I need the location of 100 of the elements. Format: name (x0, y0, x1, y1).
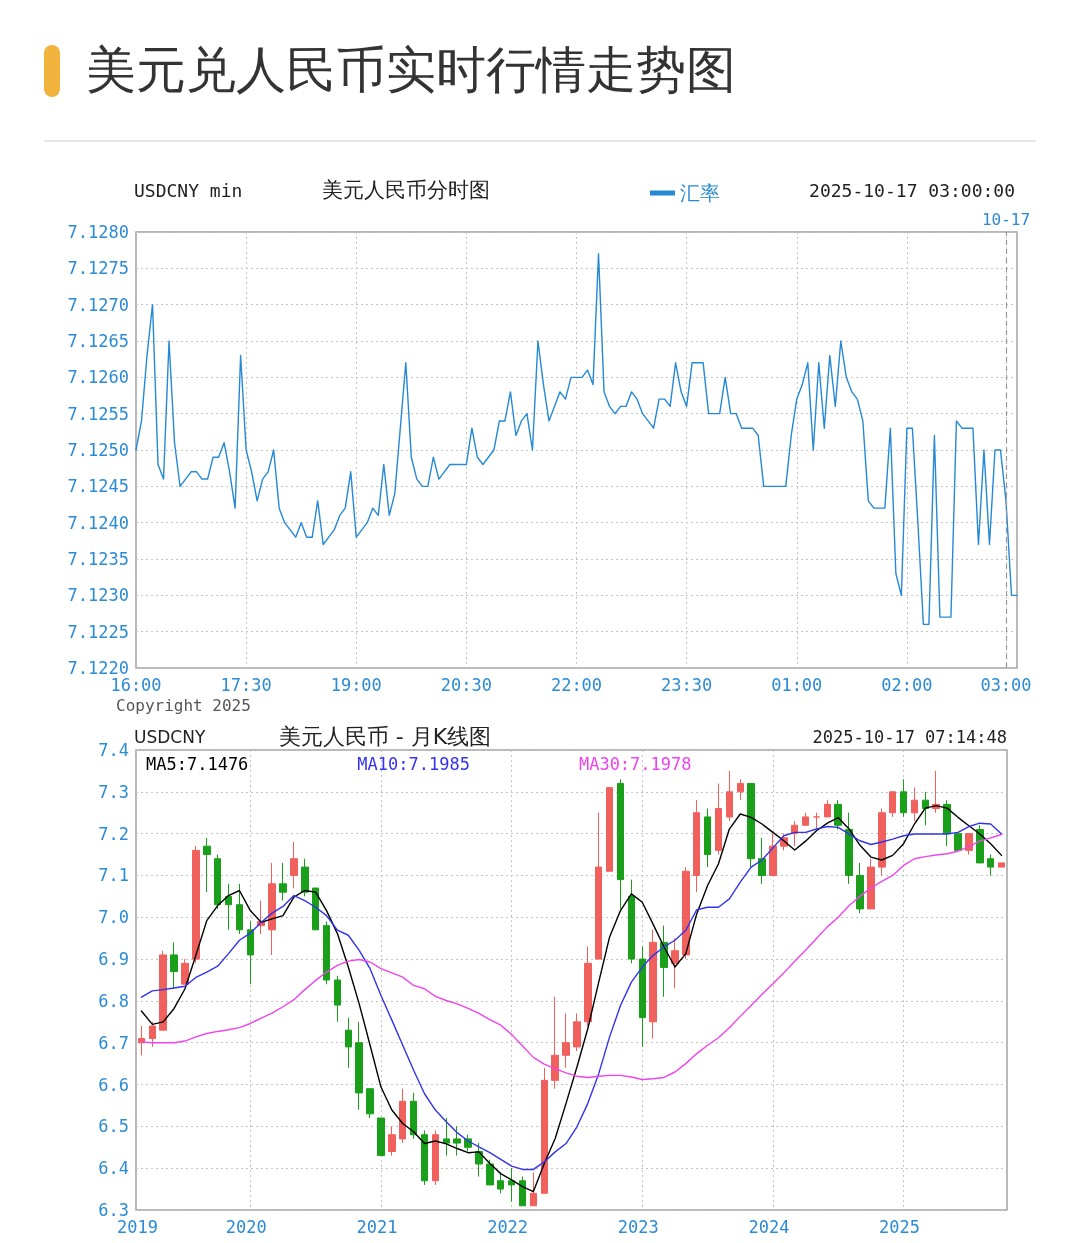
candlestick (453, 1125, 461, 1157)
y-tick-label: 6.4 (98, 1158, 129, 1179)
x-tick-label: 01:00 (771, 674, 823, 695)
y-tick-label: 7.1 (98, 865, 129, 886)
x-tick-label: 23:30 (661, 674, 713, 695)
candlestick (541, 1067, 548, 1194)
candlestick (911, 787, 918, 822)
candlestick (530, 1171, 537, 1207)
candlestick (889, 791, 896, 818)
y-tick-label: 6.9 (98, 949, 129, 970)
candlestick (551, 996, 559, 1090)
legend-label: 汇率 (680, 181, 720, 205)
candlestick (704, 808, 711, 868)
candlestick (149, 1021, 156, 1048)
candlestick (900, 778, 907, 818)
candlestick (802, 812, 809, 826)
y-tick-label: 7.1255 (67, 403, 129, 424)
candlestick (323, 920, 330, 985)
text: MA10:7.1985 (357, 753, 470, 774)
candlestick (693, 799, 700, 893)
candlestick (856, 862, 864, 914)
y-tick-label: 7.1245 (67, 476, 129, 497)
candlestick (606, 787, 613, 872)
candlestick (769, 833, 777, 876)
candlestick (334, 975, 341, 1023)
y-tick-label: 7.1250 (67, 440, 129, 460)
candlestick (421, 1130, 428, 1186)
y-tick-label: 7.0 (98, 907, 129, 928)
candlestick (203, 837, 211, 893)
candlestick (595, 812, 602, 960)
candlestick (617, 778, 624, 910)
candlestick (443, 1117, 450, 1157)
chart-title: 美元兑人民币实时行情走势图 (86, 40, 736, 101)
candlestick (682, 866, 690, 960)
candlestick (225, 883, 232, 931)
candlestick (214, 854, 221, 910)
chart-subtitle: 美元人民币分时图 (322, 178, 490, 202)
y-tick-label: 6.6 (98, 1074, 129, 1095)
candlestick (519, 1176, 526, 1207)
candlestick (497, 1171, 504, 1194)
x-tick-label: 2022 (487, 1216, 529, 1237)
candlestick (159, 950, 167, 1031)
candlestick (726, 770, 733, 822)
y-tick-label: 6.8 (98, 990, 129, 1011)
x-tick-label: 02:00 (881, 674, 933, 695)
candlestick (943, 799, 951, 847)
y-tick-label: 7.1260 (67, 367, 129, 388)
y-tick-label: 7.1265 (67, 331, 129, 351)
candlestick (170, 941, 178, 989)
candlestick (976, 824, 984, 864)
candlestick (301, 858, 309, 897)
candlestick (987, 854, 994, 876)
candlestick (747, 782, 755, 868)
y-tick-label: 7.1235 (67, 549, 129, 569)
candlestick (268, 862, 276, 956)
x-tick-label: 2020 (225, 1216, 267, 1237)
candlestick (399, 1088, 406, 1144)
candlestick (649, 929, 657, 1040)
y-tick-label: 7.1270 (67, 294, 129, 315)
text: MA30:7.1978 (578, 753, 692, 774)
candlestick (878, 808, 886, 876)
text: USDCNY (134, 727, 206, 747)
y-tick-label: 6.7 (98, 1032, 129, 1053)
candlestick (922, 791, 929, 826)
x-tick-label: 03:00 (980, 674, 1032, 695)
candlestick (486, 1159, 494, 1186)
x-tick-label: 2023 (617, 1216, 659, 1237)
text: Copyright 2025 (116, 695, 251, 715)
candlestick (954, 833, 962, 851)
y-tick-label: 7.2 (98, 823, 129, 844)
candlestick (366, 1088, 374, 1119)
y-tick-label: 7.3 (98, 781, 129, 802)
candlestick (834, 799, 842, 830)
candlestick (845, 812, 853, 885)
candlestick (279, 862, 287, 902)
candlestick (508, 1167, 515, 1203)
x-tick-label: 19:00 (330, 674, 382, 695)
candlestick (737, 778, 744, 801)
x-tick-label: 20:30 (440, 674, 492, 695)
x-tick-label: 2021 (356, 1216, 398, 1237)
text: USDCNY min (134, 179, 243, 201)
candlestick (998, 862, 1005, 868)
y-tick-label: 7.1240 (67, 512, 129, 533)
candlestick (758, 837, 766, 885)
y-tick-label: 7.1275 (67, 258, 129, 279)
candlestick (584, 946, 592, 1027)
candlestick (290, 841, 298, 889)
candlestick (639, 946, 646, 1048)
candlestick (791, 820, 798, 847)
candlestick (377, 1117, 385, 1157)
candlestick (671, 937, 679, 989)
x-tick-label: 2025 (879, 1216, 921, 1237)
candlestick (236, 883, 243, 935)
candlestick (410, 1092, 417, 1140)
x-tick-label: 22:00 (550, 674, 603, 695)
candlestick (345, 1017, 352, 1069)
candlestick (181, 958, 189, 985)
candlestick (192, 845, 200, 964)
y-tick-label: 7.1280 (67, 222, 129, 242)
candlestick (867, 858, 875, 910)
